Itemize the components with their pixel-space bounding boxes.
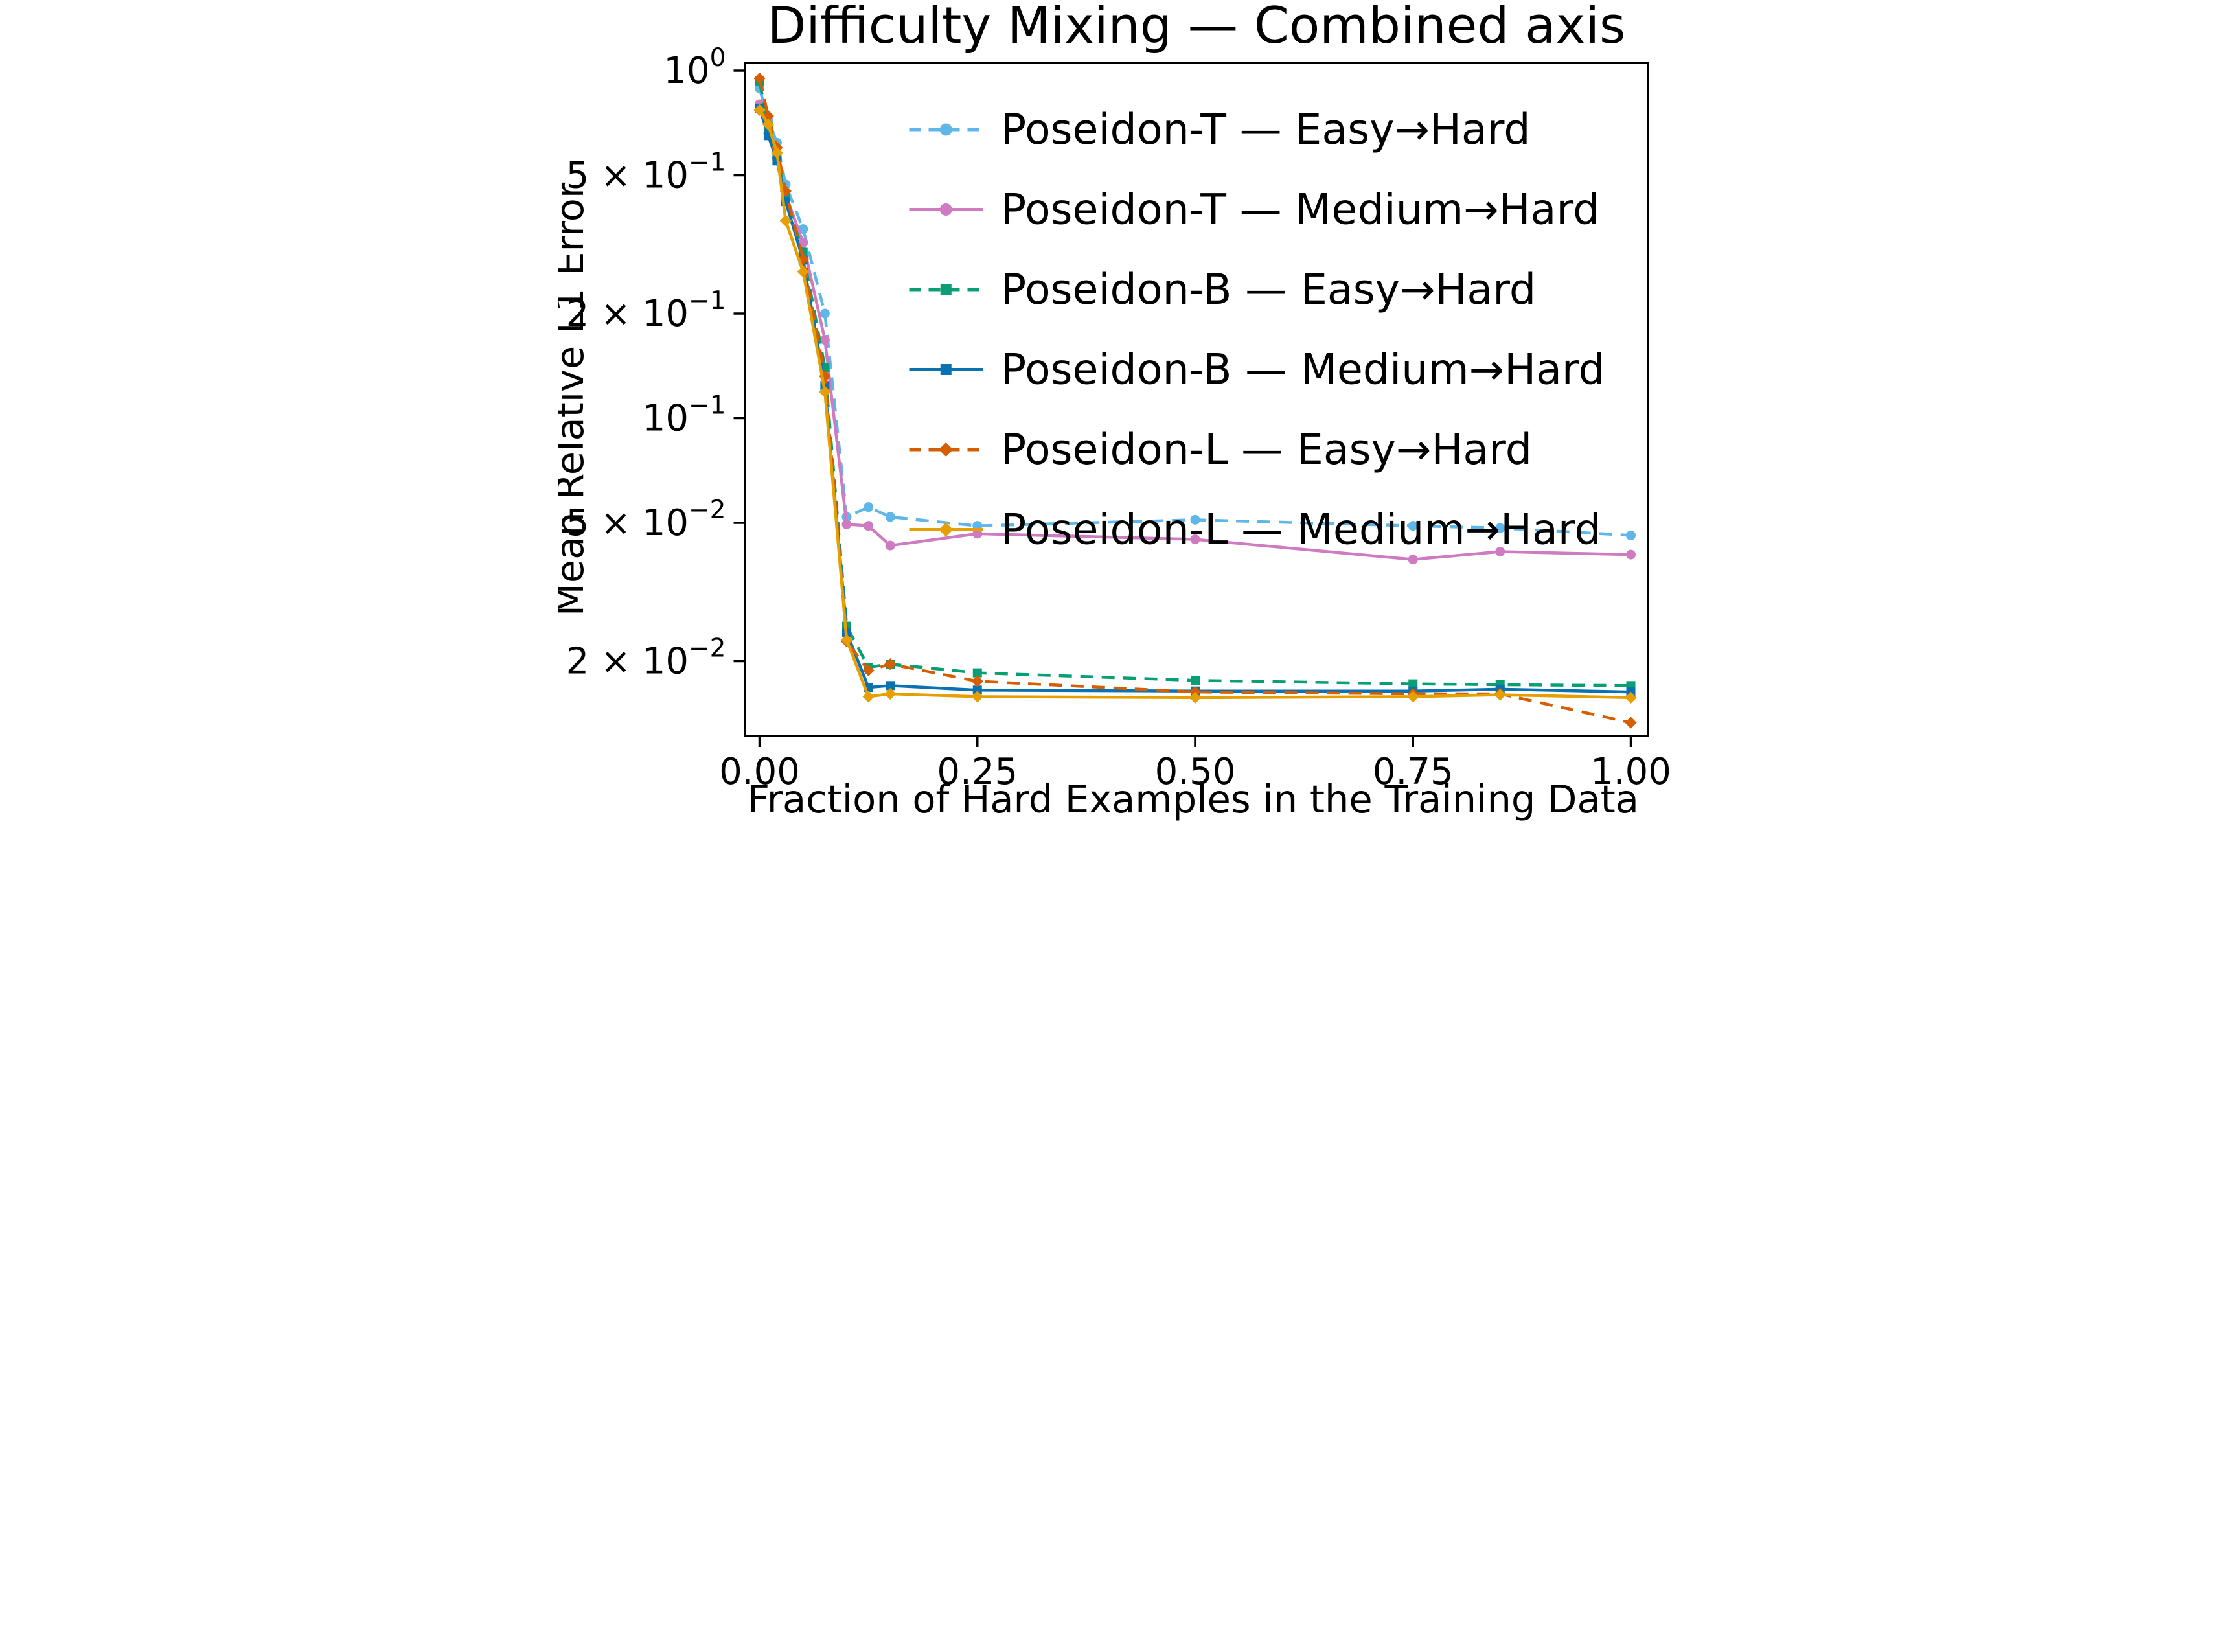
data-point-marker-poseidon-t-easy-hard — [798, 224, 808, 235]
data-point-marker-poseidon-l-medium-hard — [1189, 691, 1202, 704]
x-tick-label: 1.00 — [1590, 751, 1671, 793]
y-tick-label: 10−1 — [643, 391, 726, 439]
y-tick-label: 5 × 10−1 — [566, 148, 726, 196]
data-point-marker-poseidon-l-medium-hard — [862, 691, 875, 703]
y-tick-exponent: −1 — [689, 391, 726, 420]
chart-title: Difficulty Mixing — Combined axis — [768, 0, 1626, 55]
series-poseidon-l-easy-hard — [753, 72, 1637, 729]
legend-label-poseidon-b-easy-hard: Poseidon-B — Easy→Hard — [1001, 266, 1536, 314]
legend-item-poseidon-t-easy-hard: Poseidon-T — Easy→Hard — [909, 106, 1531, 154]
series-line-poseidon-l-easy-hard — [758, 78, 1631, 724]
data-point-marker-poseidon-t-easy-hard — [1626, 530, 1636, 540]
x-tick-label: 0.00 — [719, 751, 800, 793]
data-point-marker-poseidon-t-easy-hard — [1495, 523, 1505, 533]
legend: Poseidon-T — Easy→Hard Poseidon-T — Mediu… — [909, 106, 1605, 555]
y-tick-label: 2 × 10−1 — [566, 286, 726, 335]
y-tick-base: 2 × 10 — [566, 293, 689, 335]
data-point-marker-poseidon-l-medium-hard — [884, 687, 897, 700]
y-tick-base: 10 — [643, 397, 689, 439]
y-tick-base: 2 × 10 — [566, 640, 689, 682]
data-point-marker-poseidon-t-easy-hard — [885, 512, 895, 522]
data-point-marker-poseidon-l-easy-hard — [971, 675, 983, 687]
data-point-marker-poseidon-l-easy-hard — [1625, 717, 1637, 729]
legend-label-poseidon-b-medium-hard: Poseidon-B — Medium→Hard — [1001, 346, 1605, 395]
legend-item-poseidon-l-easy-hard: Poseidon-L — Easy→Hard — [909, 426, 1532, 474]
legend-label-poseidon-t-medium-hard: Poseidon-T — Medium→Hard — [1001, 186, 1599, 235]
series-line-poseidon-l-medium-hard — [758, 109, 1631, 700]
series-poseidon-t-medium-hard — [754, 99, 1636, 565]
legend-marker-diamond-icon — [939, 442, 954, 457]
legend-item-poseidon-t-medium-hard: Poseidon-T — Medium→Hard — [909, 186, 1599, 235]
data-point-marker-poseidon-t-easy-hard — [819, 308, 830, 319]
data-point-marker-poseidon-l-medium-hard — [762, 119, 775, 131]
data-point-marker-poseidon-l-medium-hard — [840, 634, 853, 646]
data-point-marker-poseidon-t-medium-hard — [1408, 555, 1418, 565]
data-point-marker-poseidon-l-easy-hard — [753, 72, 766, 85]
x-tick-label: 0.75 — [1373, 751, 1454, 793]
data-point-marker-poseidon-l-medium-hard — [1625, 691, 1637, 704]
y-tick-label: 5 × 10−2 — [566, 496, 726, 544]
legend-entries: Poseidon-T — Easy→Hard Poseidon-T — Mediu… — [909, 106, 1605, 555]
y-tick-label: 2 × 10−2 — [566, 634, 726, 682]
legend-label-poseidon-t-easy-hard: Poseidon-T — Easy→Hard — [1001, 106, 1531, 154]
y-tick-exponent: −2 — [689, 634, 726, 663]
y-tick-exponent: −1 — [689, 148, 726, 177]
y-tick-base: 5 × 10 — [566, 502, 689, 544]
y-tick-exponent: −2 — [689, 496, 726, 525]
data-point-marker-poseidon-t-easy-hard — [1190, 514, 1200, 525]
data-point-marker-poseidon-b-easy-hard — [972, 668, 982, 678]
data-point-marker-poseidon-t-medium-hard — [1190, 534, 1200, 545]
x-axis-label: Fraction of Hard Examples in the Trainin… — [748, 777, 1639, 821]
data-point-marker-poseidon-l-medium-hard — [779, 214, 792, 227]
data-point-marker-poseidon-t-medium-hard — [972, 529, 983, 539]
data-point-marker-poseidon-l-medium-hard — [971, 691, 983, 703]
data-point-marker-poseidon-l-easy-hard — [762, 110, 775, 122]
legend-item-poseidon-l-medium-hard: Poseidon-L — Medium→Hard — [909, 506, 1601, 555]
plot-series-layer — [753, 72, 1637, 729]
data-point-marker-poseidon-t-easy-hard — [864, 502, 874, 512]
data-point-marker-poseidon-t-medium-hard — [841, 519, 852, 529]
legend-marker-circle-icon — [939, 123, 952, 136]
legend-marker-diamond-icon — [939, 522, 954, 537]
y-axis-label: Mean Relative L1 Error — [558, 182, 592, 616]
legend-marker-circle-icon — [939, 203, 952, 216]
data-point-marker-poseidon-b-easy-hard — [1191, 676, 1200, 685]
legend-item-poseidon-b-medium-hard: Poseidon-B — Medium→Hard — [909, 346, 1605, 395]
y-tick-exponent: 0 — [710, 43, 726, 73]
data-point-marker-poseidon-l-easy-hard — [862, 664, 875, 676]
legend-item-poseidon-b-easy-hard: Poseidon-B — Easy→Hard — [909, 266, 1536, 314]
figure-container: 0.00 0.25 0.50 0.75 1.00 100 5 × 10−1 2 × 10−1 1… — [558, 0, 1673, 826]
data-point-marker-poseidon-b-medium-hard — [972, 685, 982, 695]
data-point-marker-poseidon-t-medium-hard — [819, 335, 830, 345]
data-point-marker-poseidon-l-medium-hard — [1494, 689, 1506, 701]
axes-frame — [744, 62, 1649, 737]
data-point-marker-poseidon-b-medium-hard — [886, 681, 895, 691]
data-point-marker-poseidon-l-easy-hard — [884, 658, 897, 671]
data-point-marker-poseidon-t-medium-hard — [1495, 547, 1505, 557]
x-tick-label: 0.50 — [1155, 751, 1236, 793]
series-line-poseidon-t-medium-hard — [758, 104, 1631, 561]
data-point-marker-poseidon-t-medium-hard — [885, 540, 895, 551]
y-tick-label: 100 — [663, 43, 726, 92]
legend-label-poseidon-l-easy-hard: Poseidon-L — Easy→Hard — [1001, 426, 1532, 474]
data-point-marker-poseidon-t-medium-hard — [864, 521, 874, 531]
y-tick-exponent: −1 — [689, 286, 726, 315]
legend-label-poseidon-l-medium-hard: Poseidon-L — Medium→Hard — [1001, 506, 1601, 555]
data-point-marker-poseidon-t-medium-hard — [1626, 549, 1636, 560]
data-point-marker-poseidon-l-medium-hard — [1407, 691, 1419, 703]
data-point-marker-poseidon-l-medium-hard — [753, 104, 766, 116]
x-axis: 0.00 0.25 0.50 0.75 1.00 — [719, 736, 1671, 793]
legend-marker-square-icon — [940, 364, 952, 375]
y-tick-base: 10 — [663, 50, 709, 92]
legend-marker-square-icon — [940, 284, 952, 295]
y-tick-base: 5 × 10 — [566, 154, 689, 196]
x-tick-label: 0.25 — [937, 751, 1018, 793]
data-point-marker-poseidon-l-medium-hard — [819, 385, 831, 398]
data-point-marker-poseidon-b-easy-hard — [1408, 679, 1418, 689]
data-point-marker-poseidon-t-easy-hard — [1408, 521, 1418, 531]
